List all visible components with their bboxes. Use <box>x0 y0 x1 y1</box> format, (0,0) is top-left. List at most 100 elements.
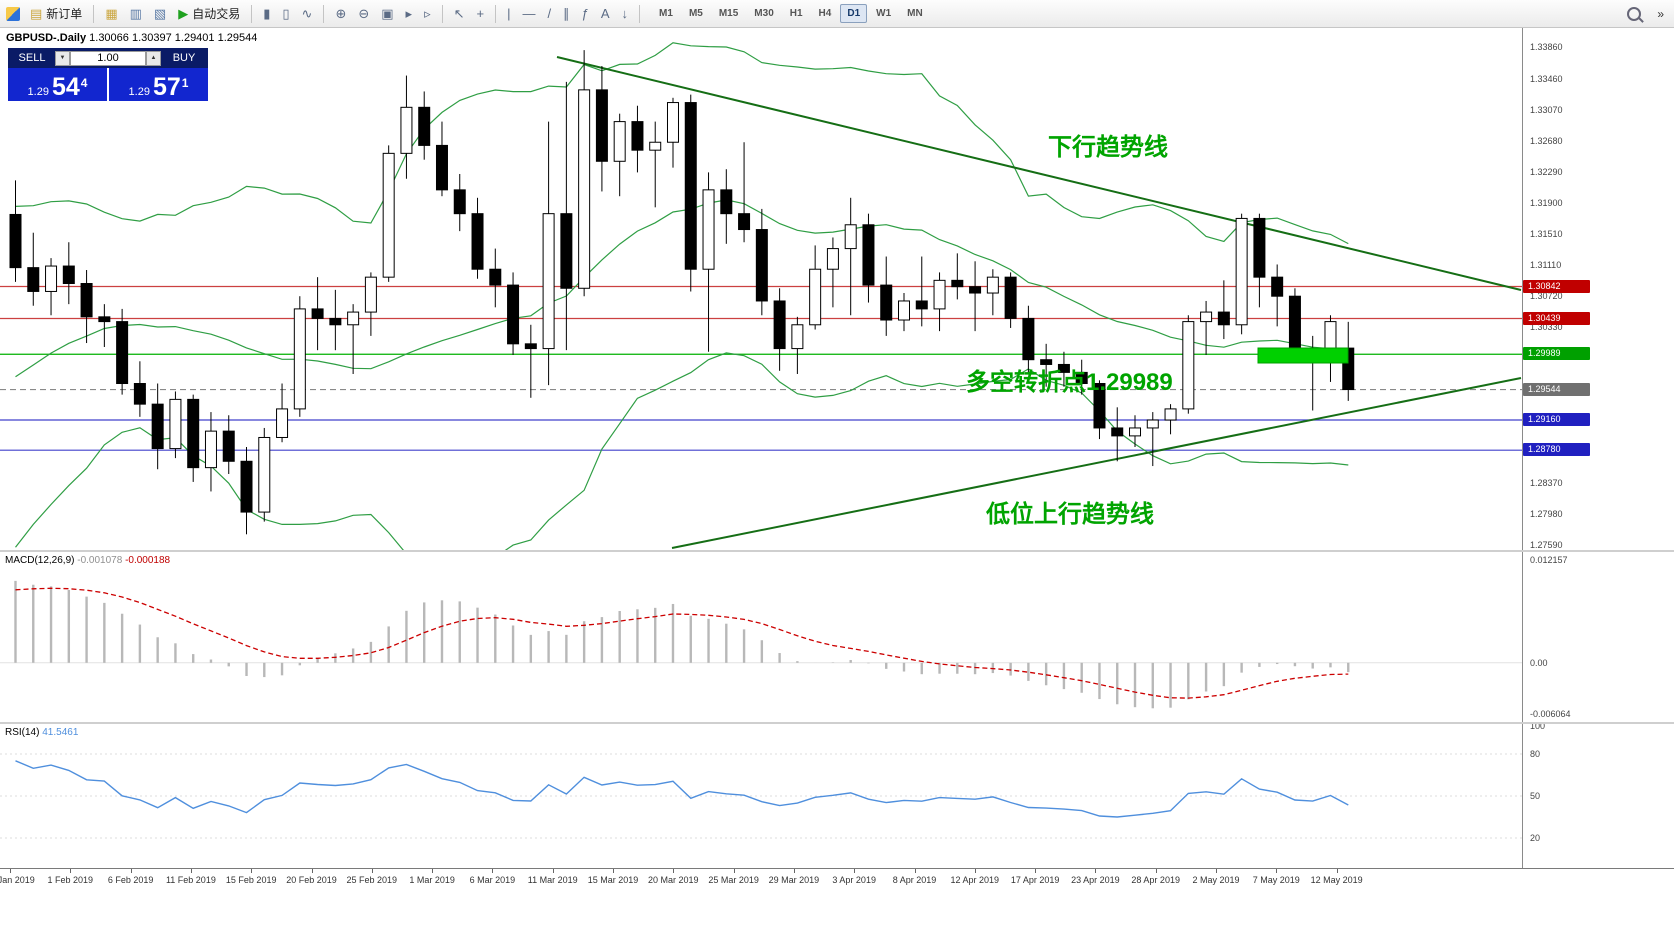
time-axis-tick <box>1155 869 1157 873</box>
toolbar: ▤ 新订单 ▦ ▥ ▧ ▶ 自动交易 ▮ ▯ ∿ ⊕ ⊖ ▣ ▸ ▹ ↖ + | — / ∥ ƒ A ↓ M1 M5 M15 M30… <box>0 0 1674 28</box>
candle-body <box>862 224 875 286</box>
date-label: 11 Mar 2019 <box>527 875 578 885</box>
candle-body <box>98 316 111 323</box>
auto-scroll-button[interactable]: ▸ <box>401 2 418 26</box>
price-flag-1.29989: 1.29989 <box>1523 347 1590 361</box>
macd-scale-label: 0.00 <box>1530 657 1548 668</box>
time-axis-tick <box>673 869 675 873</box>
price-scale-label: 1.31900 <box>1530 197 1563 208</box>
price-scale[interactable]: 1.33860 1.33460 1.33070 1.32680 1.32290 1.319… <box>1522 28 1674 868</box>
time-axis-tick <box>1336 869 1338 873</box>
price-flag-1.29544: 1.29544 <box>1523 382 1590 396</box>
support-highlight-box[interactable] <box>1257 347 1349 364</box>
price-scale-label: 1.30720 <box>1530 291 1563 302</box>
date-label: 12 May 2019 <box>1310 875 1363 885</box>
cursor-button[interactable]: ↖ <box>449 2 470 26</box>
volume-increase-button[interactable]: ▲ <box>146 50 161 66</box>
tile-windows-button[interactable]: ▣ <box>376 2 398 26</box>
fibonacci-icon: ƒ <box>581 6 589 21</box>
candle-body <box>791 324 804 350</box>
volume-input[interactable] <box>70 50 146 66</box>
charts-grid-icon[interactable]: ▦ <box>100 2 122 26</box>
macd-label: MACD(12,26,9) -0.001078 -0.000188 <box>5 555 170 566</box>
arrow-tools-button[interactable]: ↓ <box>617 2 634 26</box>
time-axis-tick <box>1276 869 1278 873</box>
price-scale-label: 1.27590 <box>1530 539 1563 550</box>
time-axis-tick <box>974 869 976 873</box>
candlestick-chart-type-icon: ▯ <box>282 6 290 21</box>
price-scale-label: 1.28370 <box>1530 477 1563 488</box>
date-label: 15 Feb 2019 <box>225 875 277 885</box>
vertical-line-button[interactable]: | <box>502 2 515 26</box>
sell-price-button[interactable]: 1.29 54 4 <box>8 68 107 101</box>
macd-name: MACD(12,26,9) <box>5 555 75 566</box>
new-order-button-label: 新订单 <box>46 7 83 21</box>
candle-body <box>116 321 129 385</box>
buy-button[interactable]: BUY <box>172 52 196 64</box>
timeframe-h4-button[interactable]: H4 <box>818 8 832 19</box>
rsi-scale-label: 20 <box>1530 833 1541 843</box>
fibonacci-button[interactable]: ƒ <box>577 2 594 26</box>
candle-body <box>489 268 502 286</box>
candle-body <box>1022 317 1035 361</box>
macd-rsi-splitter[interactable] <box>0 722 1674 724</box>
date-label: 20 Mar 2019 <box>648 875 699 885</box>
navigator-icon-icon: ▧ <box>153 6 167 21</box>
timeframe-d1-button[interactable]: D1 <box>840 4 868 23</box>
zoom-out-icon: ⊖ <box>358 6 370 21</box>
line-chart-type-button[interactable]: ∿ <box>297 2 318 26</box>
descending-trendline[interactable] <box>556 56 1522 291</box>
text-label-button[interactable]: A <box>596 2 615 26</box>
sell-button[interactable]: SELL <box>18 52 46 64</box>
navigator-icon[interactable]: ▧ <box>149 2 171 26</box>
timeframe-w1-button[interactable]: W1 <box>876 8 892 19</box>
rsi-chart <box>0 753 1522 839</box>
timeframe-m5-button[interactable]: M5 <box>688 8 703 19</box>
auto-trading-button[interactable]: ▶ 自动交易 <box>173 2 245 26</box>
app-logo-icon <box>6 6 20 21</box>
market-watch-icon[interactable]: ▥ <box>125 2 147 26</box>
candle-body <box>169 398 182 450</box>
timeframe-h1-button[interactable]: H1 <box>789 8 803 19</box>
timeframe-mn-button[interactable]: MN <box>907 8 923 19</box>
toolbar-overflow-button[interactable]: » <box>1657 6 1664 21</box>
new-order-button[interactable]: ▤ 新订单 <box>25 2 87 26</box>
time-axis-tick <box>190 869 192 873</box>
date-label: 1 Feb 2019 <box>47 875 94 885</box>
candle-body <box>435 144 448 191</box>
candle-body <box>240 460 253 513</box>
ascending-trendline[interactable] <box>671 377 1522 549</box>
horizontal-line-button[interactable]: — <box>518 2 541 26</box>
crosshair-button[interactable]: + <box>472 2 490 26</box>
date-label: 8 Apr 2019 <box>892 875 937 885</box>
timeframe-m30-button[interactable]: M30 <box>754 8 774 19</box>
equidistant-channel-button[interactable]: ∥ <box>558 2 575 26</box>
candle-body <box>595 89 608 162</box>
time-axis-tick <box>371 869 373 873</box>
rsi-name: RSI(14) <box>5 727 40 738</box>
zoom-in-button[interactable]: ⊕ <box>330 2 351 26</box>
candle-body <box>915 300 928 310</box>
candle-body <box>204 430 217 469</box>
price-scale-label: 1.30330 <box>1530 322 1563 333</box>
candle-body <box>1075 371 1088 385</box>
trendline-button[interactable]: / <box>543 2 557 26</box>
candlestick-chart-type-button[interactable]: ▯ <box>277 2 294 26</box>
date-label: 28 Jan 2019 <box>0 875 35 885</box>
price-scale-label: 1.27980 <box>1530 508 1563 519</box>
timeframe-m1-button[interactable]: M1 <box>659 8 673 19</box>
date-label: 23 Apr 2019 <box>1071 875 1120 885</box>
volume-decrease-button[interactable]: ▼ <box>55 50 70 66</box>
timeframe-m15-button[interactable]: M15 <box>718 8 739 19</box>
candle-body <box>27 267 40 292</box>
candle-body <box>133 383 146 405</box>
buy-price-button[interactable]: 1.29 57 1 <box>109 68 208 101</box>
chart-macd-splitter[interactable] <box>0 550 1674 552</box>
toolbar-separator <box>323 4 325 23</box>
bar-chart-type-button[interactable]: ▮ <box>258 2 275 26</box>
chart-shift-button[interactable]: ▹ <box>419 2 436 26</box>
zoom-out-button[interactable]: ⊖ <box>353 2 374 26</box>
time-scale[interactable]: 28 Jan 2019 1 Feb 2019 6 Feb 2019 11 Feb 20… <box>0 868 1674 894</box>
price-scale-label: 1.31110 <box>1530 260 1562 271</box>
search-button[interactable] <box>1622 2 1650 26</box>
